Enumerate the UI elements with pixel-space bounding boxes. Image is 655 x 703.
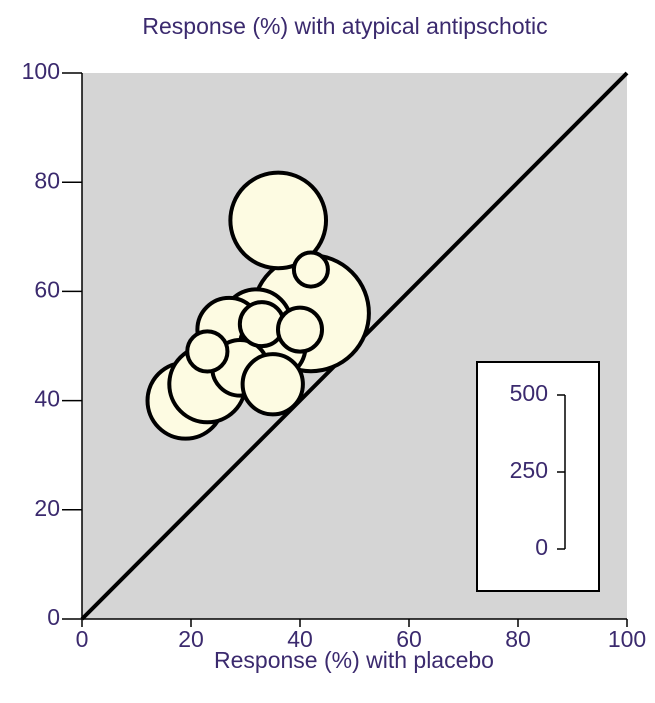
bubble <box>228 170 329 271</box>
bubble <box>185 329 230 374</box>
size-legend-label: 500 <box>510 380 548 406</box>
x-axis-label: Response (%) with placebo <box>214 647 494 673</box>
bubble <box>275 305 325 354</box>
x-tick-label: 100 <box>608 626 646 652</box>
bubble <box>291 250 330 289</box>
y-tick-label: 0 <box>47 604 60 630</box>
chart-title: Response (%) with atypical antipschotic <box>142 13 547 39</box>
x-tick-label: 0 <box>76 626 89 652</box>
y-tick-label: 100 <box>22 58 60 84</box>
y-tick-label: 80 <box>34 167 60 193</box>
x-tick-label: 80 <box>505 626 531 652</box>
y-tick-label: 60 <box>34 276 60 302</box>
x-tick-label: 60 <box>396 626 422 652</box>
x-tick-label: 40 <box>287 626 313 652</box>
y-tick-label: 20 <box>34 495 60 521</box>
size-legend-label: 250 <box>510 457 548 483</box>
bubble <box>240 352 305 417</box>
y-tick-label: 40 <box>34 386 60 412</box>
size-legend-label: 0 <box>535 534 548 560</box>
size-legend <box>476 361 600 592</box>
x-tick-label: 20 <box>178 626 204 652</box>
